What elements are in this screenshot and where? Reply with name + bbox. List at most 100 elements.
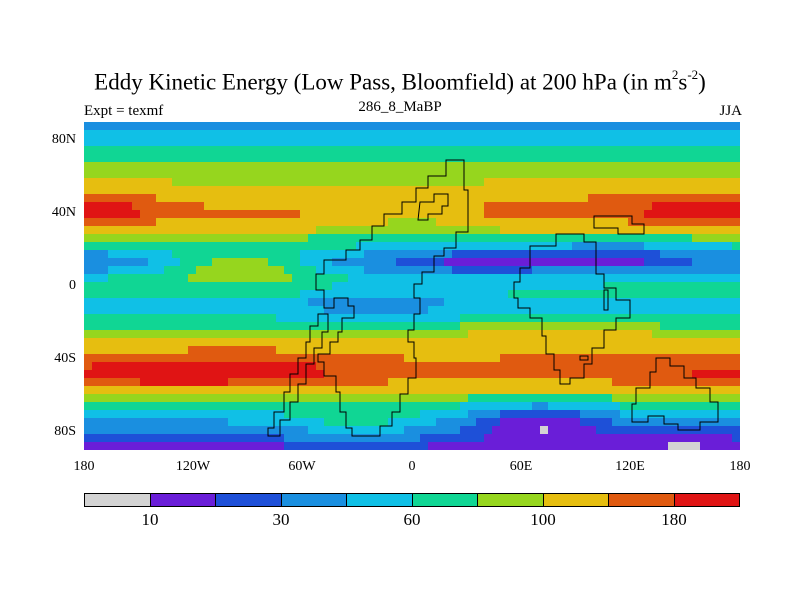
field-cell bbox=[500, 146, 509, 155]
field-cell bbox=[628, 178, 637, 187]
field-cell bbox=[108, 138, 117, 147]
field-cell bbox=[92, 290, 101, 299]
field-cell bbox=[108, 218, 117, 227]
field-cell bbox=[420, 314, 429, 323]
field-cell bbox=[532, 178, 541, 187]
field-cell bbox=[180, 282, 189, 291]
field-cell bbox=[292, 194, 301, 203]
field-cell bbox=[580, 178, 589, 187]
field-cell bbox=[564, 362, 573, 371]
field-cell bbox=[404, 370, 413, 379]
field-cell bbox=[116, 202, 125, 211]
field-cell bbox=[276, 362, 285, 371]
field-cell bbox=[596, 178, 605, 187]
field-cell bbox=[252, 290, 261, 299]
field-cell bbox=[220, 346, 229, 355]
field-cell bbox=[356, 266, 365, 275]
field-cell bbox=[292, 410, 301, 419]
field-cell bbox=[260, 362, 269, 371]
field-cell bbox=[316, 266, 325, 275]
field-cell bbox=[228, 282, 237, 291]
field-cell bbox=[132, 194, 141, 203]
field-cell bbox=[580, 346, 589, 355]
field-cell bbox=[276, 234, 285, 243]
field-cell bbox=[260, 258, 269, 267]
field-cell bbox=[356, 218, 365, 227]
field-cell bbox=[508, 410, 517, 419]
field-cell bbox=[124, 170, 133, 179]
field-cell bbox=[324, 154, 333, 163]
field-cell bbox=[372, 330, 381, 339]
field-cell bbox=[140, 426, 149, 435]
field-cell bbox=[684, 258, 693, 267]
field-cell bbox=[596, 250, 605, 259]
field-cell bbox=[452, 362, 461, 371]
field-cell bbox=[204, 298, 213, 307]
field-cell bbox=[452, 290, 461, 299]
field-cell bbox=[652, 426, 661, 435]
field-cell bbox=[308, 218, 317, 227]
field-cell bbox=[372, 410, 381, 419]
field-cell bbox=[100, 322, 109, 331]
field-cell bbox=[244, 378, 253, 387]
field-cell bbox=[404, 266, 413, 275]
field-cell bbox=[484, 186, 493, 195]
field-cell bbox=[524, 194, 533, 203]
field-cell bbox=[676, 322, 685, 331]
field-cell bbox=[156, 266, 165, 275]
chart-subtitle: 286_8_MaBP bbox=[358, 99, 442, 115]
field-cell bbox=[708, 226, 717, 235]
field-cell bbox=[372, 362, 381, 371]
field-cell bbox=[612, 442, 621, 450]
field-cell bbox=[436, 370, 445, 379]
field-cell bbox=[668, 122, 677, 131]
field-cell bbox=[700, 146, 709, 155]
field-cell bbox=[84, 330, 93, 339]
field-cell bbox=[436, 266, 445, 275]
field-cell bbox=[564, 394, 573, 403]
field-cell bbox=[188, 410, 197, 419]
field-cell bbox=[172, 178, 181, 187]
field-cell bbox=[196, 306, 205, 315]
field-cell bbox=[228, 346, 237, 355]
field-cell bbox=[212, 202, 221, 211]
field-cell bbox=[236, 130, 245, 139]
field-cell bbox=[284, 322, 293, 331]
field-cell bbox=[268, 290, 277, 299]
field-cell bbox=[540, 306, 549, 315]
field-cell bbox=[396, 362, 405, 371]
field-cell bbox=[164, 362, 173, 371]
field-cell bbox=[124, 394, 133, 403]
field-cell bbox=[500, 274, 509, 283]
field-cell bbox=[420, 298, 429, 307]
field-cell bbox=[92, 418, 101, 427]
field-cell bbox=[132, 146, 141, 155]
field-cell bbox=[284, 370, 293, 379]
field-cell bbox=[716, 394, 725, 403]
field-cell bbox=[460, 258, 469, 267]
field-cell bbox=[668, 410, 677, 419]
field-cell bbox=[468, 226, 477, 235]
field-cell bbox=[700, 258, 709, 267]
field-cell bbox=[628, 250, 637, 259]
field-cell bbox=[84, 178, 93, 187]
field-cell bbox=[676, 242, 685, 251]
field-cell bbox=[292, 138, 301, 147]
field-cell bbox=[716, 354, 725, 363]
field-cell bbox=[668, 146, 677, 155]
field-cell bbox=[556, 402, 565, 411]
field-cell bbox=[572, 154, 581, 163]
field-cell bbox=[636, 378, 645, 387]
field-cell bbox=[732, 234, 740, 243]
field-cell bbox=[204, 242, 213, 251]
field-cell bbox=[588, 370, 597, 379]
field-cell bbox=[188, 266, 197, 275]
field-cell bbox=[724, 290, 733, 299]
field-cell bbox=[596, 402, 605, 411]
field-cell bbox=[164, 250, 173, 259]
field-cell bbox=[156, 338, 165, 347]
field-cell bbox=[284, 178, 293, 187]
field-cell bbox=[724, 354, 733, 363]
field-cell bbox=[428, 394, 437, 403]
field-cell bbox=[716, 258, 725, 267]
